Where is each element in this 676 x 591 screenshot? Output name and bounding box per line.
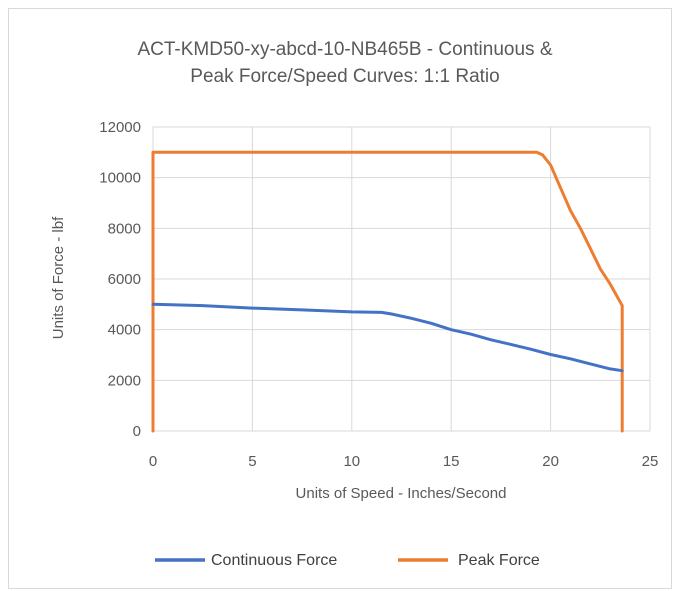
y-tick-label: 10000	[99, 170, 141, 187]
legend: Continuous Force Peak Force	[155, 552, 540, 569]
y-tick-label: 6000	[108, 271, 141, 288]
x-tick-label: 25	[642, 453, 659, 470]
chart-frame	[8, 8, 672, 589]
chart-title-line-2: Peak Force/Speed Curves: 1:1 Ratio	[190, 66, 499, 87]
x-tick-label: 0	[149, 453, 157, 470]
gridlines	[152, 126, 651, 432]
legend-label-peak-force: Peak Force	[458, 552, 540, 569]
tick-labels: 0 2000 4000 6000 8000 10000 12000 0 5 10 15 20 25	[99, 119, 658, 470]
y-tick-label: 2000	[108, 372, 141, 389]
y-tick-label: 12000	[99, 119, 141, 136]
legend-label-continuous-force: Continuous Force	[211, 552, 337, 569]
y-tick-label: 8000	[108, 220, 141, 237]
x-tick-label: 10	[343, 453, 360, 470]
y-tick-label: 0	[133, 423, 141, 440]
x-tick-label: 15	[443, 453, 460, 470]
series-lines	[151, 150, 624, 433]
series-line-continuous-force	[151, 302, 624, 373]
y-axis-title: Units of Force - lbf	[50, 216, 67, 339]
x-tick-label: 5	[248, 453, 256, 470]
y-tick-label: 4000	[108, 322, 141, 339]
x-axis-title: Units of Speed - Inches/Second	[296, 485, 507, 502]
x-tick-label: 20	[542, 453, 559, 470]
chart-title-line-1: ACT-KMD50-xy-abcd-10-NB465B - Continuous…	[137, 39, 552, 60]
series-line-peak-force	[151, 150, 624, 433]
